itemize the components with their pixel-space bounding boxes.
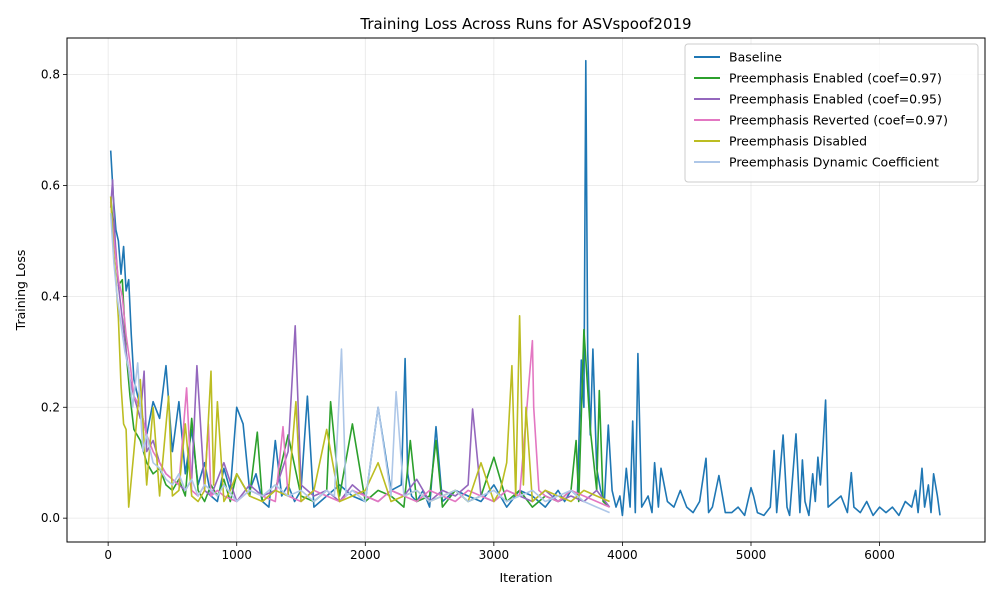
x-axis-label: Iteration: [499, 570, 552, 585]
grid: [67, 38, 985, 542]
legend-label: Preemphasis Disabled: [729, 134, 867, 149]
y-tick-label: 0.8: [41, 68, 60, 82]
series-lines: [109, 59, 941, 517]
y-tick-label: 0.2: [41, 400, 60, 414]
x-tick-label: 1000: [221, 548, 252, 562]
legend-label: Preemphasis Reverted (coef=0.97): [729, 113, 948, 128]
x-tick-label: 5000: [736, 548, 767, 562]
chart-title: Training Loss Across Runs for ASVspoof20…: [359, 15, 691, 33]
legend-label: Preemphasis Enabled (coef=0.97): [729, 71, 942, 86]
x-tick-label: 2000: [350, 548, 381, 562]
y-tick-label: 0.4: [41, 289, 60, 303]
x-tick-label: 6000: [864, 548, 895, 562]
x-axis-ticks: 0 1000 2000 3000 4000 5000 6000: [104, 542, 895, 562]
x-tick-label: 3000: [479, 548, 510, 562]
plot-frame: [66, 37, 986, 543]
legend-label: Preemphasis Dynamic Coefficient: [729, 155, 939, 170]
y-tick-label: 0.6: [41, 178, 60, 192]
series-line-1: [109, 59, 941, 517]
y-axis-label: Training Loss: [13, 250, 28, 332]
x-tick-label: 4000: [607, 548, 638, 562]
y-tick-label: 0.0: [41, 511, 60, 525]
series-line-5: [109, 196, 610, 508]
legend-label: Preemphasis Enabled (coef=0.95): [729, 92, 942, 107]
legend-label: Baseline: [729, 50, 782, 65]
legend: Baseline Preemphasis Enabled (coef=0.97) P…: [684, 43, 979, 183]
x-tick-label: 0: [104, 548, 112, 562]
y-axis-ticks: 0.0 0.2 0.4 0.6 0.8: [41, 68, 67, 525]
series-line-6: [109, 213, 610, 514]
legend-box: [684, 43, 979, 183]
